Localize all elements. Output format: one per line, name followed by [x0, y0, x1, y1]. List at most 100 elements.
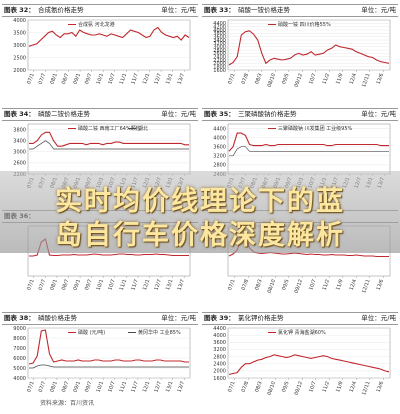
- legend-label: 合成氨 河北龙港: [78, 21, 115, 28]
- x-tick-label: 12/4: [349, 73, 358, 86]
- y-tick-label: 4000: [213, 28, 226, 34]
- chart-title: 磷酸价格走势: [38, 314, 77, 322]
- x-tick-label: 07/1: [227, 73, 236, 86]
- chart-number: 图表 38：: [4, 314, 35, 322]
- chart-title: 合成氨价格走势: [38, 6, 84, 14]
- x-tick-label: 12/1: [142, 381, 151, 394]
- series-line: [29, 364, 189, 369]
- y-tick-label: 2200: [213, 58, 226, 64]
- x-tick-label: 09/1: [72, 381, 81, 394]
- x-tick-label: 08/3: [254, 73, 263, 86]
- x-tick-label: 13/7: [177, 279, 186, 292]
- x-tick-label: 08/7: [61, 381, 70, 394]
- y-tick-label: 3400: [213, 38, 226, 44]
- y-tick-label: 4000: [13, 18, 26, 24]
- x-tick-label: 07/7: [38, 73, 47, 86]
- x-tick-label: 11/9: [335, 381, 344, 394]
- x-tick-label: 12/11: [361, 73, 372, 89]
- y-tick-label: 1600: [213, 376, 226, 382]
- chart-header: 图表 39： 氯化钾价格走势 单位：元/吨: [202, 312, 398, 325]
- x-tick-label: 11/9: [335, 73, 344, 86]
- x-tick-label: 08/7: [61, 73, 70, 86]
- chart-number: 图表 34：: [4, 110, 35, 118]
- y-tick-label: 2000: [213, 61, 226, 67]
- x-tick-label: 09/7: [84, 73, 93, 86]
- x-tick-label: 13/7: [177, 73, 186, 86]
- x-tick-label: 08/10: [267, 73, 278, 89]
- chart-unit: 单位：元/吨: [361, 110, 396, 118]
- x-tick-label: 09/7: [84, 279, 93, 292]
- y-tick-label: 3600: [213, 340, 226, 346]
- series-line: [228, 354, 390, 375]
- x-tick-label: 12/1: [142, 279, 151, 292]
- x-tick-label: 09/5: [281, 381, 290, 394]
- chart-panel: 图表 38： 磷酸价格走势 单位：元/吨 4000 5000 6000 7000 8000 90…: [2, 312, 198, 400]
- series-line: [228, 132, 389, 152]
- x-tick-label: 08/7: [61, 279, 70, 292]
- x-tick-label: 10/1: [96, 279, 105, 292]
- chart-panel: 图表 34：磷酸二铵价格走势单位：元/吨22002600300034003800…: [2, 108, 198, 196]
- x-tick-label: 12/7: [153, 73, 162, 86]
- y-tick-label: 3200: [213, 41, 226, 47]
- y-tick-label: 3800: [213, 31, 226, 37]
- source-note: 资料来源：百川资讯: [40, 400, 95, 407]
- x-tick-label: 13/1: [165, 73, 174, 86]
- x-tick-label: 08/3: [254, 279, 263, 292]
- headline-line-1: 实时均价线理论下的蓝: [55, 186, 345, 217]
- y-tick-label: 2600: [13, 161, 26, 167]
- x-tick-label: 07/1: [26, 381, 35, 394]
- x-tick-label: 09/1: [72, 73, 81, 86]
- x-tick-label: 07/1: [26, 73, 35, 86]
- x-tick-label: 11/2: [322, 279, 331, 292]
- x-tick-label: 10/7: [107, 73, 116, 86]
- series-line: [29, 140, 189, 150]
- y-tick-label: 2400: [213, 54, 226, 60]
- x-tick-label: 11/7: [130, 73, 139, 86]
- y-tick-label: 9000: [13, 326, 26, 332]
- chart-plot: 2000 2500 3000 3500 4000 07/1 07/7 08/1 08/7 09/1…: [13, 18, 191, 86]
- x-tick-label: 08/3: [254, 381, 263, 394]
- x-tick-label: 10/7: [308, 279, 317, 292]
- y-tick-label: 3600: [213, 34, 226, 40]
- headline-banner: 实时均价线理论下的蓝 岛自行车价格深度解析: [0, 171, 400, 253]
- chart-unit: 单位：元/吨: [361, 6, 396, 14]
- plot-frame: [227, 327, 391, 379]
- y-tick-label: 2500: [13, 55, 26, 61]
- chart-header: 图表 32： 合成氨价格走势 单位：元/吨: [2, 4, 198, 17]
- chart-title: 磷酸二铵价格走势: [38, 110, 90, 118]
- chart-title: 氯化钾价格走势: [238, 314, 284, 322]
- y-tick-label: 8000: [13, 336, 26, 342]
- chart-header: 图表 38： 磷酸价格走势 单位：元/吨: [2, 312, 198, 325]
- x-tick-label: 09/5: [281, 73, 290, 86]
- plot-frame: [27, 327, 191, 379]
- x-tick-label: 08/10: [267, 381, 278, 397]
- y-tick-label: 2000: [213, 369, 226, 375]
- y-tick-label: 3800: [13, 127, 26, 133]
- chart-plot: 2200260030003400380007/107/708/108/709/1…: [13, 123, 191, 189]
- x-tick-label: 11/1: [119, 73, 128, 86]
- chart-unit: 单位：元/吨: [161, 6, 196, 14]
- y-tick-label: 2600: [213, 51, 226, 57]
- series-line: [28, 329, 189, 365]
- x-tick-label: 07/1: [227, 381, 236, 394]
- x-tick-label: 12/1: [142, 73, 151, 86]
- legend-label: 磷酸 (元/吨): [78, 329, 105, 336]
- series-line: [229, 146, 389, 157]
- x-tick-label: 13/6: [376, 73, 385, 86]
- y-tick-label: 2800: [213, 48, 226, 54]
- chart-number: 图表 33：: [204, 6, 235, 14]
- y-tick-label: 4000: [213, 135, 226, 141]
- y-tick-label: 2000: [13, 68, 26, 74]
- x-tick-label: 09/5: [281, 279, 290, 292]
- x-tick-label: 08/1: [49, 279, 58, 292]
- y-tick-label: 5000: [13, 366, 26, 372]
- x-tick-label: 07/8: [241, 279, 250, 292]
- x-tick-label: 11/7: [130, 381, 139, 394]
- x-tick-label: 10/7: [308, 73, 317, 86]
- chart-panel: 图表 33： 硝酸一铵价格走势 单位：元/吨 1600 1800 2000 2200 2400…: [202, 4, 398, 92]
- y-tick-label: 3500: [13, 30, 26, 36]
- x-tick-label: 11/7: [130, 279, 139, 292]
- y-tick-label: 4000: [213, 333, 226, 339]
- x-tick-label: 10/7: [107, 381, 116, 394]
